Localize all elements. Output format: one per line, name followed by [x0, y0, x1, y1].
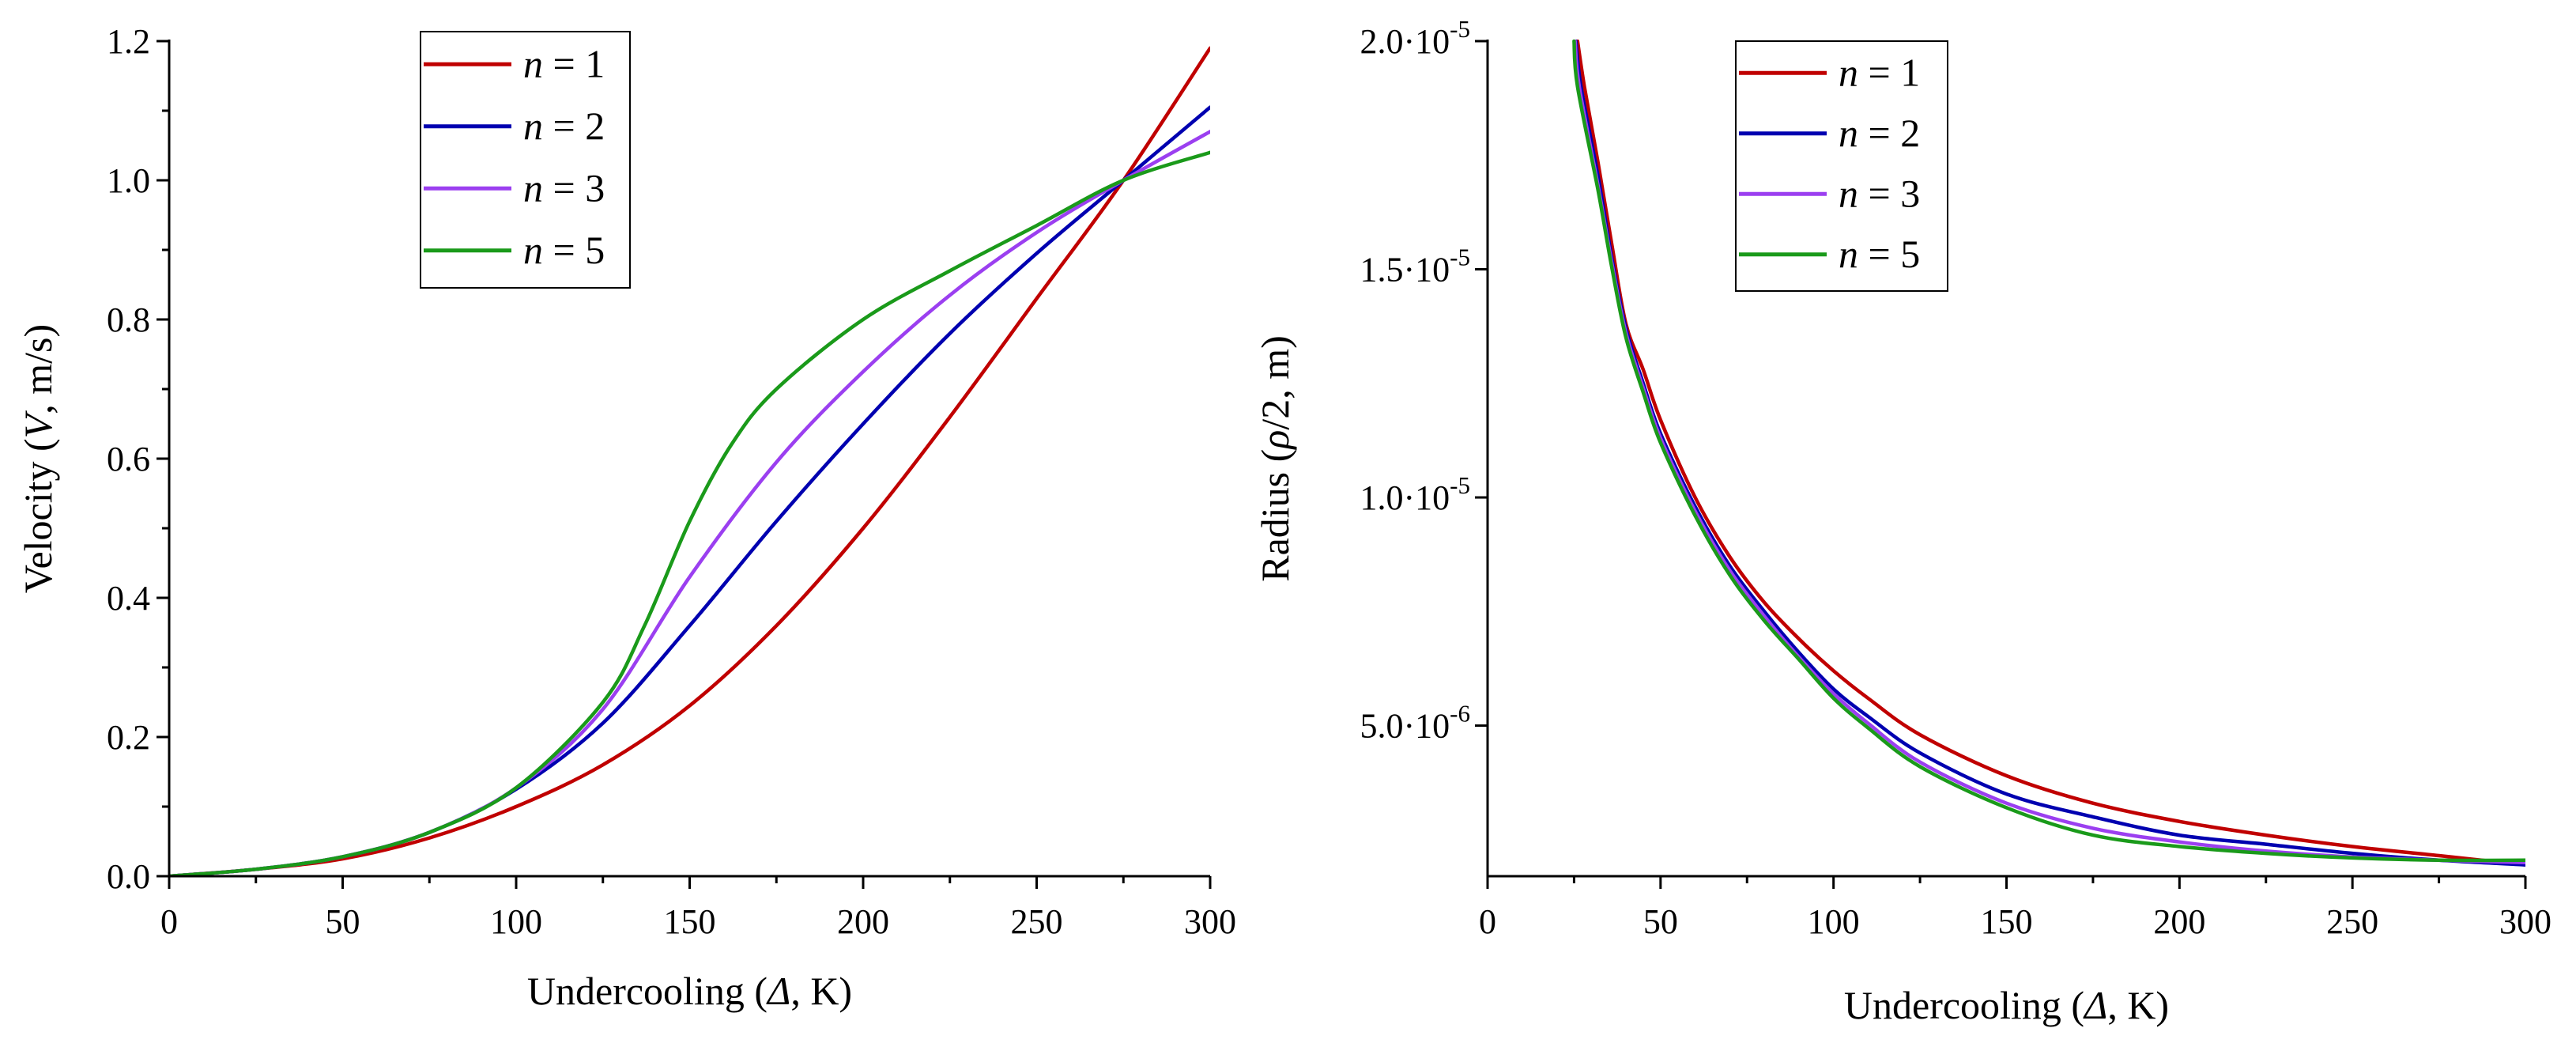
y-tick-label: 1.0: [107, 161, 150, 200]
y-tick-base: ·10: [1404, 22, 1450, 61]
x-tick-label: 100: [1808, 902, 1860, 941]
y-tick-label: 2.0·10-5: [1360, 15, 1470, 61]
legend-box: [420, 31, 631, 289]
legend-label-symbol: n: [523, 104, 543, 148]
x-axis-title-symbol: Δ: [2083, 983, 2107, 1027]
legend-label-value: = 3: [543, 165, 605, 210]
legend-label-value: = 5: [1858, 232, 1920, 276]
legend: n = 1n = 2n = 3n = 5: [420, 31, 631, 289]
y-axis-title-suffix: , m/s): [16, 324, 60, 414]
legend-label: n = 3: [523, 165, 605, 210]
x-tick-label: 200: [2153, 902, 2205, 941]
legend-label: n = 5: [523, 228, 605, 272]
legend-label-symbol: n: [1839, 232, 1858, 276]
y-tick-mantissa: 1.5: [1360, 251, 1404, 289]
y-tick-mantissa: 2.0: [1360, 22, 1404, 61]
x-tick-label: 250: [2326, 902, 2378, 941]
legend-label-symbol: n: [523, 41, 543, 85]
y-tick-label: 0.4: [107, 579, 150, 618]
legend-box: [1735, 40, 1948, 292]
y-tick-exponent: -5: [1450, 244, 1470, 271]
series-line-n5: [1572, 40, 2525, 863]
x-axis-title-prefix: Undercooling (: [1844, 983, 2084, 1027]
y-tick-exponent: -5: [1450, 15, 1470, 43]
y-tick-label: 1.5·10-5: [1360, 244, 1470, 289]
y-tick-label: 1.2: [107, 22, 150, 61]
x-tick-label: 0: [160, 902, 178, 941]
y-tick-label: 5.0·10-6: [1360, 700, 1470, 746]
legend-label-symbol: n: [523, 165, 543, 210]
y-axis-title-symbol: ρ: [1253, 430, 1297, 451]
series-line-n2: [1574, 40, 2525, 867]
x-axis-title: Undercooling (Δ, K): [1844, 983, 2169, 1027]
series-line-n3: [1573, 40, 2525, 864]
y-tick-label: 1.0·10-5: [1360, 471, 1470, 517]
y-tick-label: 0.0: [107, 857, 150, 896]
x-tick-label: 0: [1479, 902, 1496, 941]
y-axis-title: Velocity (V, m/s): [16, 324, 60, 593]
legend-label: n = 2: [1839, 111, 1920, 155]
legend-label-value: = 3: [1858, 171, 1920, 215]
x-axis-title-prefix: Undercooling (: [527, 969, 768, 1013]
legend-label-value: = 2: [543, 104, 605, 148]
legend-label-value: = 2: [1858, 111, 1920, 155]
x-tick-label: 150: [664, 902, 716, 941]
x-tick-label: 50: [1643, 902, 1678, 941]
y-tick-base: ·10: [1404, 251, 1450, 289]
legend-label: n = 1: [523, 41, 605, 85]
y-axis-title-prefix: Radius (: [1253, 449, 1297, 582]
chart-2: 0 50 100 150 200 250 3005.0·10-61.0·10-51.5·10…: [1253, 15, 2551, 1027]
legend-label-symbol: n: [1839, 171, 1858, 215]
y-axis-title-symbol: V: [16, 410, 60, 438]
y-tick-mantissa: 5.0: [1360, 707, 1404, 746]
legend-label: n = 3: [1839, 171, 1920, 215]
x-tick-label: 50: [326, 902, 360, 941]
legend-label-value: = 5: [543, 228, 605, 272]
y-tick-mantissa: 1.0: [1360, 478, 1404, 517]
x-tick-label: 200: [837, 902, 889, 941]
y-tick-label: 0.6: [107, 440, 150, 478]
x-axis-title-suffix: , K): [790, 969, 852, 1013]
legend-label-symbol: n: [1839, 111, 1858, 155]
y-tick-exponent: -5: [1450, 471, 1470, 499]
x-tick-label: 100: [490, 902, 542, 941]
x-tick-label: 150: [1981, 902, 2033, 941]
legend-label-value: = 1: [1858, 50, 1920, 94]
legend-label-value: = 1: [543, 41, 605, 85]
y-tick-base: ·10: [1404, 478, 1450, 517]
series-line-n1: [1575, 40, 2525, 867]
x-axis-title: Undercooling (Δ, K): [527, 969, 852, 1013]
legend-label-symbol: n: [523, 228, 543, 272]
x-axis-title-suffix: , K): [2107, 983, 2169, 1027]
series-line-n3: [169, 130, 1210, 876]
y-tick-label: 0.8: [107, 300, 150, 339]
legend-label: n = 5: [1839, 232, 1920, 276]
legend: n = 1n = 2n = 3n = 5: [1735, 40, 1948, 292]
series-line-n5: [169, 150, 1210, 876]
y-tick-base: ·10: [1404, 707, 1450, 746]
y-tick-exponent: -6: [1450, 700, 1470, 728]
legend-label: n = 1: [1839, 50, 1920, 94]
chart-1: 0 50 100 150 200 250 300 0.0 0.2 0.4 0.6 0.8 1.0 1.2 U…: [16, 22, 1236, 1013]
y-axis-title-suffix: /2, m): [1253, 335, 1297, 429]
y-axis-title-prefix: Velocity (: [16, 438, 60, 593]
legend-label: n = 2: [523, 104, 605, 148]
y-tick-label: 0.2: [107, 718, 150, 757]
y-axis-title: Radius (ρ/2, m): [1253, 335, 1297, 581]
series-line-n1: [169, 46, 1210, 876]
legend-label-symbol: n: [1839, 50, 1858, 94]
x-tick-label: 300: [1184, 902, 1236, 941]
x-tick-label: 300: [2499, 902, 2551, 941]
x-tick-label: 250: [1011, 902, 1063, 941]
x-axis-title-symbol: Δ: [766, 969, 790, 1013]
